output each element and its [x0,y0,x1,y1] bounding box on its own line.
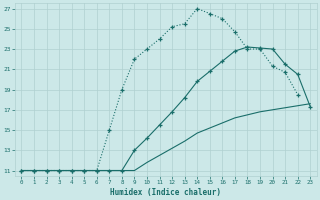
X-axis label: Humidex (Indice chaleur): Humidex (Indice chaleur) [110,188,221,197]
